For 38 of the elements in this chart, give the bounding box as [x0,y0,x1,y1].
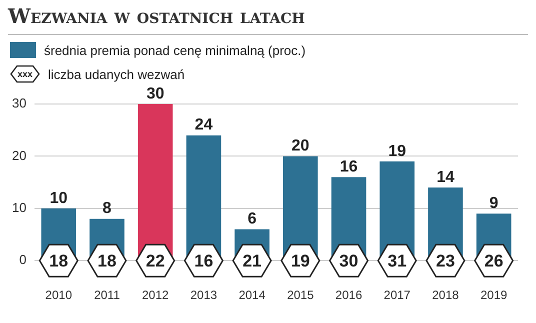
annotation: 31 [388,251,407,270]
annotation: 19 [290,251,310,270]
data-label: 8 [102,200,112,218]
data-label: 20 [292,138,310,155]
x-tick-label: 2015 [287,288,314,302]
x-tick-label: 2018 [432,288,460,302]
annotation: 18 [98,251,116,270]
y-tick-label: 20 [12,148,26,163]
legend-label: średnia premia ponad cenę minimalną (proc.) [44,42,306,58]
data-label: 10 [50,190,68,207]
x-tick-label: 2017 [384,288,411,302]
data-label: 16 [340,158,358,176]
data-label: 24 [194,116,213,134]
annotation: 22 [146,251,165,270]
x-tick-label: 2016 [335,288,362,302]
annotation: 16 [194,251,214,270]
y-tick-label: 0 [19,252,26,268]
hexagon-icon: xxx [10,65,40,83]
chart-title: Wezwania w ostatnich latach [8,4,305,28]
y-tick-label: 30 [12,96,26,111]
x-tick-label: 2010 [45,288,72,302]
data-label: 30 [146,85,164,102]
data-label: 19 [388,142,406,160]
y-tick-label: 10 [12,200,26,215]
data-label: 6 [248,210,257,228]
x-tick-label: 2014 [238,288,266,302]
annotation: 30 [339,251,358,270]
text: liczba udanych wezwań [48,66,185,82]
data-label: 9 [489,195,498,212]
x-tick-label: 2012 [142,288,170,302]
annotation: 23 [436,251,455,270]
annotation: 21 [242,251,262,270]
x-tick-label: 2019 [480,288,508,302]
data-label: 14 [436,168,454,186]
annotation: 26 [484,251,504,270]
annotation: 18 [49,251,68,270]
x-tick-label: 2011 [94,288,120,302]
x-tick-label: 2013 [190,288,218,302]
